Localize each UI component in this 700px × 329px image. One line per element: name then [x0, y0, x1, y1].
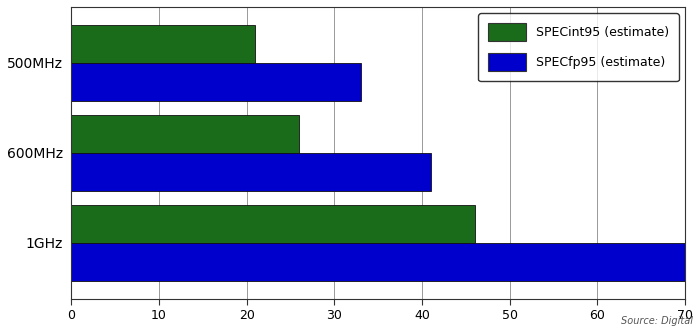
Bar — [71, 25, 256, 63]
Bar — [71, 115, 300, 153]
Legend: SPECint95 (estimate), SPECfp95 (estimate): SPECint95 (estimate), SPECfp95 (estimate… — [478, 13, 679, 81]
Bar — [71, 243, 685, 281]
Bar — [71, 63, 360, 101]
Bar — [71, 205, 475, 243]
Text: Source: Digital: Source: Digital — [621, 316, 693, 326]
Bar — [71, 153, 430, 190]
